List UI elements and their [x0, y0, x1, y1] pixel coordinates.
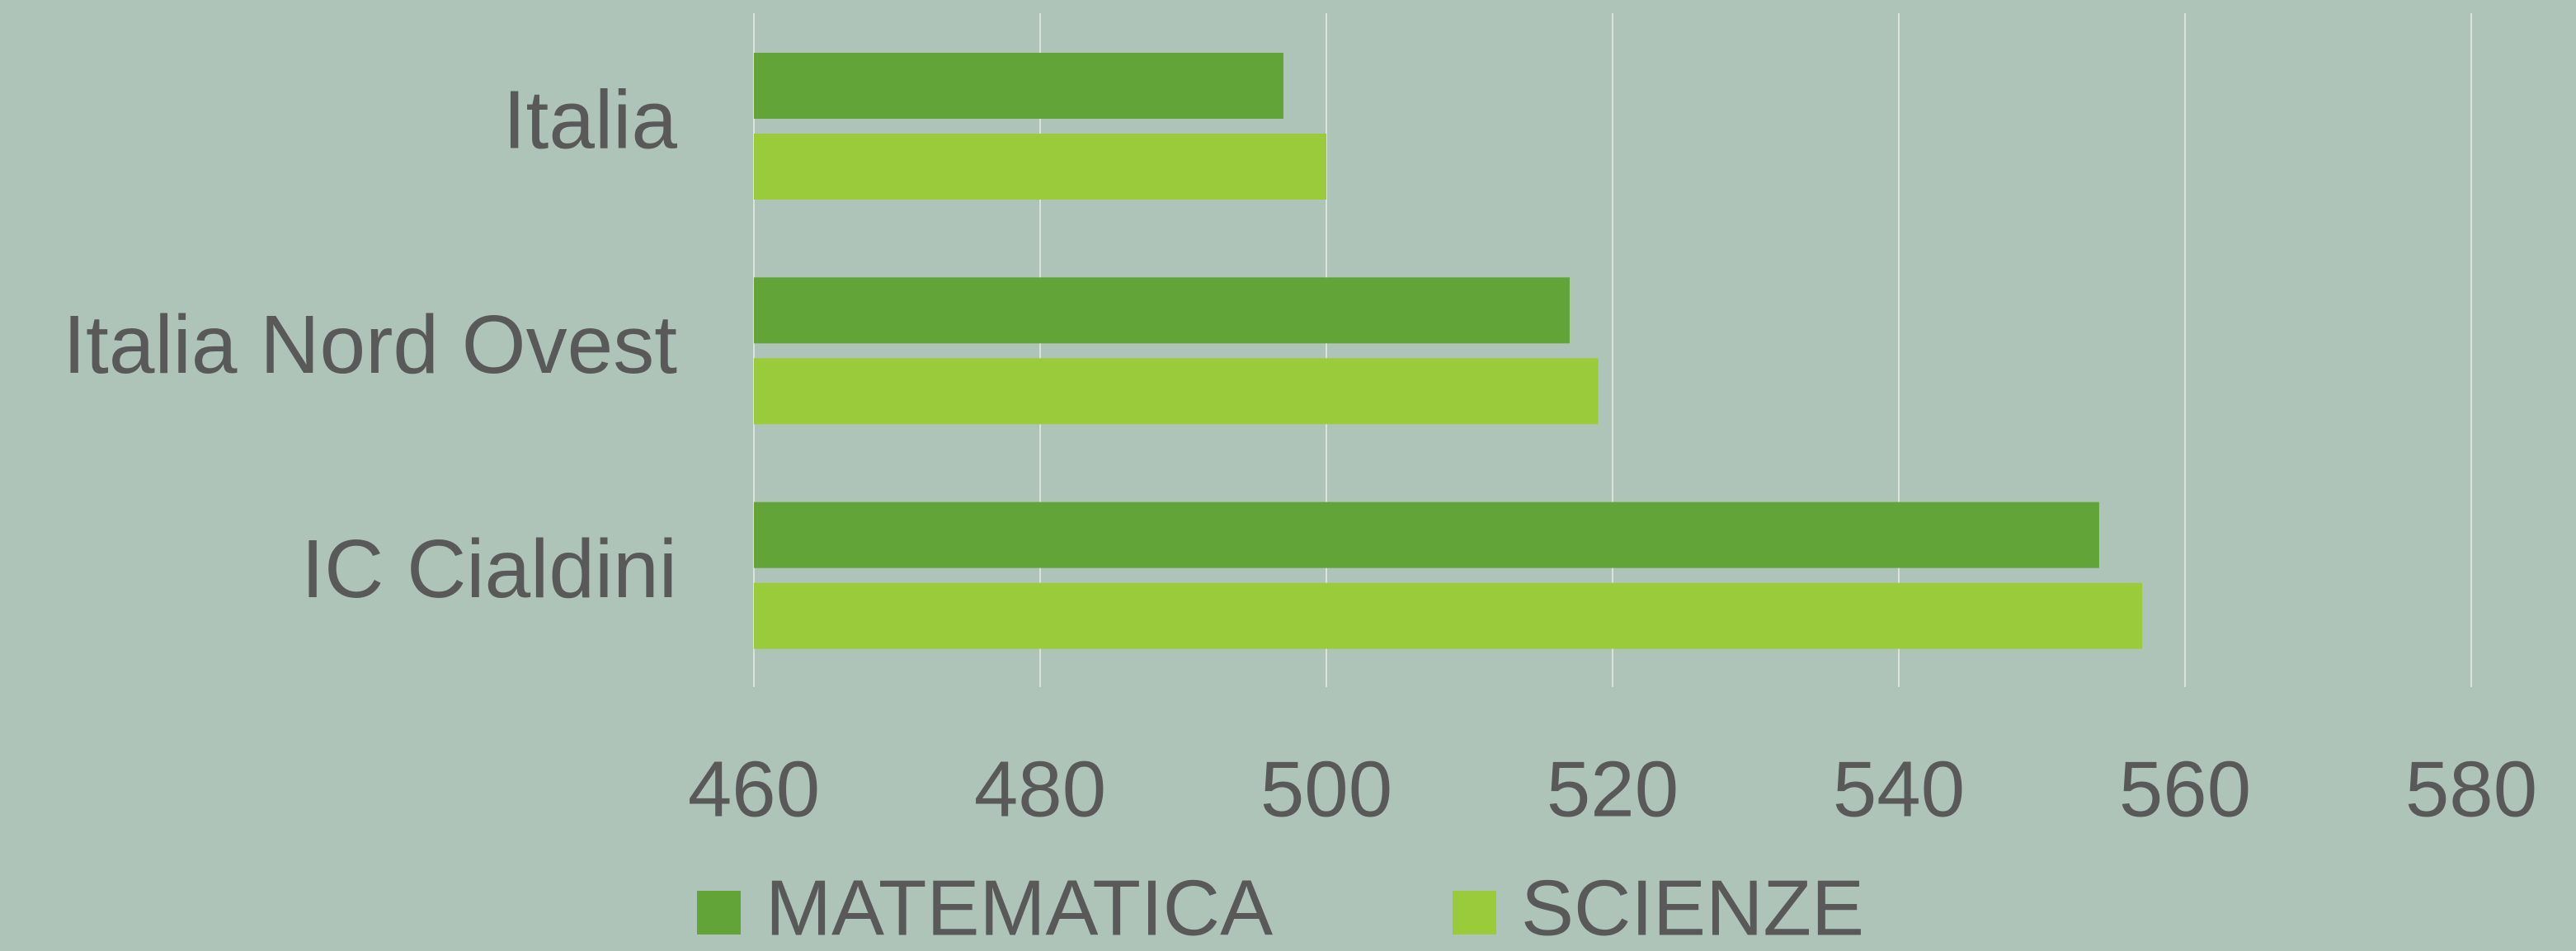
bar — [754, 134, 1326, 200]
bar — [754, 53, 1283, 119]
legend-swatch — [1453, 891, 1496, 935]
bar — [754, 582, 2142, 649]
x-tick-label: 500 — [1260, 745, 1392, 833]
legend-label: MATEMATICA — [765, 864, 1273, 951]
x-tick-label: 560 — [2119, 745, 2251, 833]
bar — [754, 501, 2099, 568]
legend-swatch — [697, 891, 741, 935]
legend-label: SCIENZE — [1521, 864, 1864, 951]
x-tick-label: 520 — [1547, 745, 1679, 833]
x-tick-label: 480 — [974, 745, 1106, 833]
x-tick-label: 580 — [2405, 745, 2537, 833]
category-label: Italia — [503, 73, 678, 166]
bar — [754, 358, 1599, 425]
category-label: Italia Nord Ovest — [63, 299, 677, 391]
x-tick-label: 460 — [688, 745, 820, 833]
bar — [754, 277, 1570, 344]
x-tick-label: 540 — [1833, 745, 1965, 833]
category-label: IC Cialdini — [301, 523, 677, 615]
